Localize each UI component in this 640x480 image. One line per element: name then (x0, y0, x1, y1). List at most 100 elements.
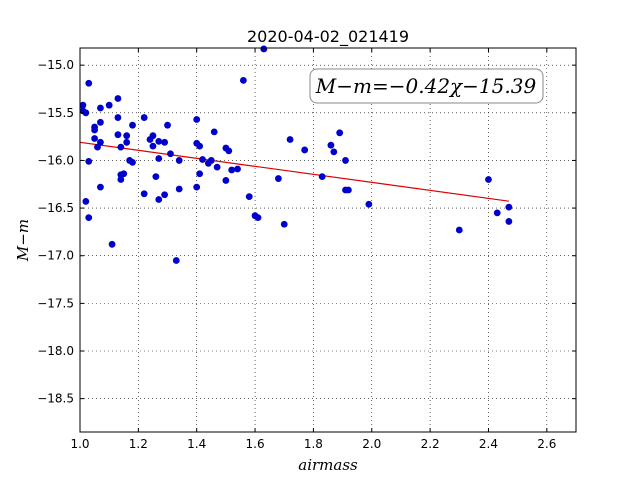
data-point (239, 76, 247, 84)
y-tick-label: −15.5 (37, 106, 74, 120)
plot-area (80, 48, 576, 432)
x-tick-label: 2.0 (362, 437, 381, 451)
data-point (120, 170, 128, 178)
data-point (280, 220, 288, 228)
data-point (114, 95, 122, 102)
data-point (365, 200, 373, 208)
data-point (117, 143, 125, 151)
x-tick-label: 1.4 (187, 437, 206, 451)
data-point (234, 165, 241, 173)
data-point (91, 135, 98, 142)
y-axis-label: M−m (14, 219, 32, 262)
data-point (97, 138, 104, 146)
scatter-points (79, 45, 513, 264)
chart-title: 2020-04-02_021419 (247, 27, 409, 47)
data-point (129, 121, 136, 129)
y-tick-label: −17.5 (37, 296, 74, 310)
data-point (342, 157, 349, 164)
data-point (123, 138, 131, 146)
axis-ticks: 1.0 1.2 1.4 1.6 1.8 2.0 2.2 2.4 2.6 −15.0 −15.5 −16… (37, 48, 576, 451)
data-point (97, 104, 104, 112)
x-tick-label: 1.8 (304, 437, 323, 451)
data-point (286, 136, 294, 143)
data-point (140, 190, 148, 198)
data-point (213, 163, 221, 171)
x-tick-label: 1.0 (70, 437, 89, 451)
data-point (222, 177, 230, 184)
data-point (108, 240, 116, 248)
data-point (260, 45, 268, 53)
data-point (275, 175, 282, 182)
data-point (175, 185, 183, 193)
data-point (85, 79, 93, 87)
data-point (91, 126, 98, 134)
data-point (155, 155, 163, 162)
x-tick-label: 1.2 (129, 437, 148, 451)
data-point (85, 157, 93, 165)
y-tick-label: −18.0 (37, 344, 74, 358)
y-tick-label: −17.0 (37, 249, 74, 263)
y-tick-label: −18.5 (37, 392, 74, 406)
data-point (82, 198, 90, 205)
data-point (199, 156, 206, 163)
y-tick-label: −16.5 (37, 201, 74, 215)
data-point (105, 101, 113, 109)
data-point (225, 147, 233, 155)
data-point (228, 166, 236, 174)
data-point (82, 109, 90, 117)
data-point (254, 214, 262, 222)
data-point (193, 116, 201, 123)
data-point (149, 142, 157, 150)
data-point (505, 203, 513, 211)
x-axis-label: airmass (298, 456, 358, 474)
fit-annotation-box (309, 68, 544, 104)
data-point (330, 148, 338, 156)
fit-annotation-text: M−m=−0.42χ−15.39 (315, 74, 537, 98)
data-point (164, 121, 171, 129)
data-point (196, 142, 204, 150)
fit-line (79, 141, 509, 202)
data-point (129, 158, 136, 166)
data-point (155, 137, 163, 145)
data-point (123, 132, 131, 140)
data-point (97, 118, 104, 126)
data-point (167, 150, 174, 158)
data-point (175, 157, 183, 164)
data-point (117, 176, 125, 183)
data-point (485, 176, 492, 183)
data-point (172, 257, 180, 264)
y-tick-label: −16.0 (37, 153, 74, 167)
data-point (161, 191, 169, 199)
data-point (493, 209, 501, 217)
y-tick-label: −15.0 (37, 58, 74, 72)
data-point (196, 170, 204, 178)
x-tick-label: 2.6 (537, 437, 556, 451)
data-point (301, 146, 309, 154)
data-point (336, 129, 344, 137)
plot-frame (79, 47, 577, 433)
data-point (79, 101, 87, 109)
data-point (161, 138, 169, 146)
data-point (140, 114, 148, 121)
data-point (245, 193, 253, 201)
data-point (318, 173, 326, 181)
data-point (210, 128, 218, 136)
data-point (193, 183, 201, 191)
x-tick-label: 1.6 (246, 437, 265, 451)
data-point (85, 214, 93, 222)
data-point (152, 173, 160, 181)
data-point (505, 218, 513, 225)
data-point (155, 196, 163, 203)
x-tick-label: 2.4 (479, 437, 498, 451)
data-point (207, 157, 215, 164)
data-point (114, 131, 122, 139)
fit-line-group (79, 141, 509, 202)
data-point (455, 226, 463, 234)
data-point (114, 114, 122, 121)
data-point (327, 141, 335, 149)
grid (79, 48, 576, 432)
data-point (97, 183, 104, 191)
x-tick-label: 2.2 (421, 437, 440, 451)
data-point (149, 132, 157, 140)
